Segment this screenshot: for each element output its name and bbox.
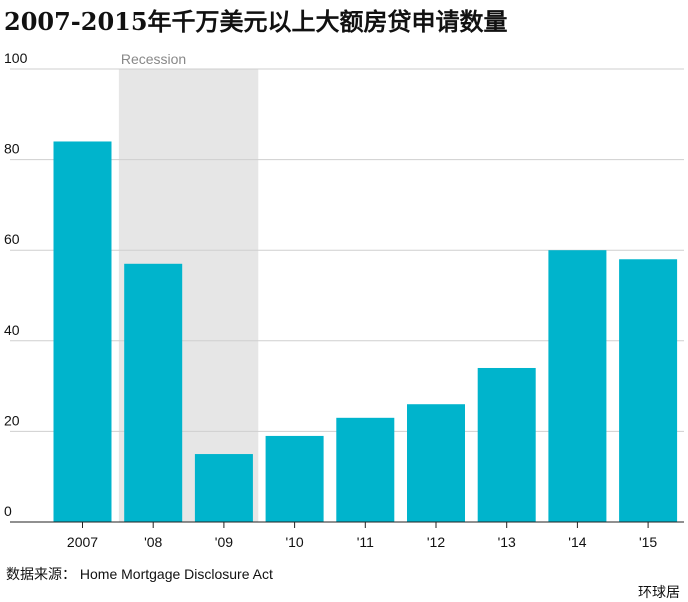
bar [477, 367, 536, 522]
bars [53, 141, 678, 523]
bar [548, 250, 607, 522]
bar-chart: Recession 0 20 40 60 80 100 2007 '08 '09 '10 '11 '1… [4, 50, 684, 550]
chart-title: 2007-2015年千万美元以上大额房贷申请数量 [4, 7, 508, 36]
source-note: 数据来源： Home Mortgage Disclosure Act [6, 566, 273, 582]
bar [336, 417, 395, 522]
y-tick-label: 0 [4, 503, 12, 519]
credit-label: 环球居 [638, 584, 680, 600]
x-tick-label: '13 [498, 534, 516, 550]
bar [407, 404, 465, 522]
y-tick-label: 60 [4, 231, 20, 247]
bar [619, 259, 678, 522]
bar [53, 141, 112, 523]
x-tick-label: '12 [427, 534, 445, 550]
x-tick-label: 2007 [67, 534, 98, 550]
y-tick-label: 20 [4, 412, 20, 428]
axis-labels: 0 20 40 60 80 100 2007 '08 '09 '10 '11 '12 '13 '14 '15 [4, 50, 684, 550]
x-tick-label: '15 [639, 534, 657, 550]
x-tick-label: '10 [285, 534, 303, 550]
recession-label: Recession [121, 51, 186, 67]
x-tick-label: '11 [357, 534, 374, 550]
bar [265, 435, 324, 522]
bar [194, 454, 253, 522]
x-tick-label: '08 [144, 534, 162, 550]
x-tick-label: '09 [215, 534, 233, 550]
bar [124, 263, 183, 522]
y-tick-label: 40 [4, 322, 20, 338]
y-tick-label: 100 [4, 50, 28, 66]
x-tick-label: '14 [568, 534, 586, 550]
y-tick-label: 80 [4, 141, 20, 157]
